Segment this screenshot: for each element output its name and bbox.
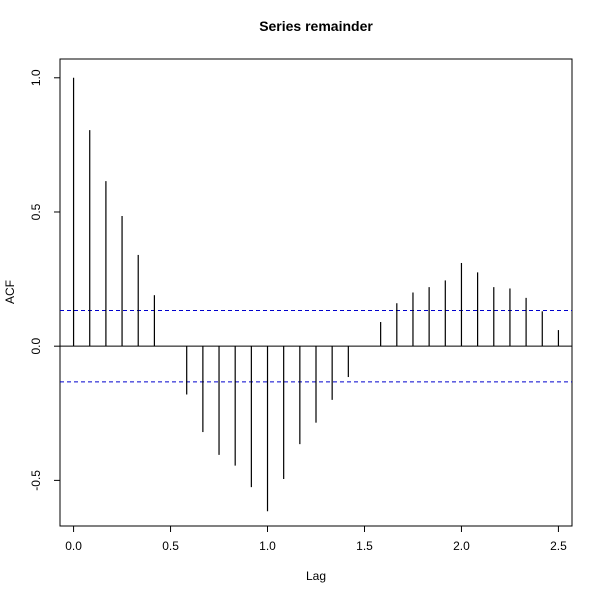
x-tick-label: 0.0 — [65, 539, 82, 553]
y-tick-label: 0.0 — [29, 338, 43, 355]
y-tick-label: -0.5 — [29, 470, 43, 491]
y-axis-label: ACF — [3, 280, 17, 304]
x-tick-label: 2.5 — [550, 539, 567, 553]
acf-bars — [72, 77, 560, 512]
x-tick-label: 2.0 — [453, 539, 470, 553]
x-axis-label: Lag — [306, 569, 326, 583]
y-axis: -0.5 0.0 0.5 1.0 — [29, 69, 60, 491]
x-tick-label: 1.0 — [259, 539, 276, 553]
x-axis: 0.0 0.5 1.0 1.5 2.0 2.5 — [65, 526, 567, 553]
plot-frame — [59, 58, 573, 527]
y-tick-label: 1.0 — [29, 69, 43, 86]
y-tick-label: 0.5 — [29, 203, 43, 220]
x-tick-label: 0.5 — [162, 539, 179, 553]
x-tick-label: 1.5 — [356, 539, 373, 553]
chart-title: Series remainder — [259, 18, 373, 34]
